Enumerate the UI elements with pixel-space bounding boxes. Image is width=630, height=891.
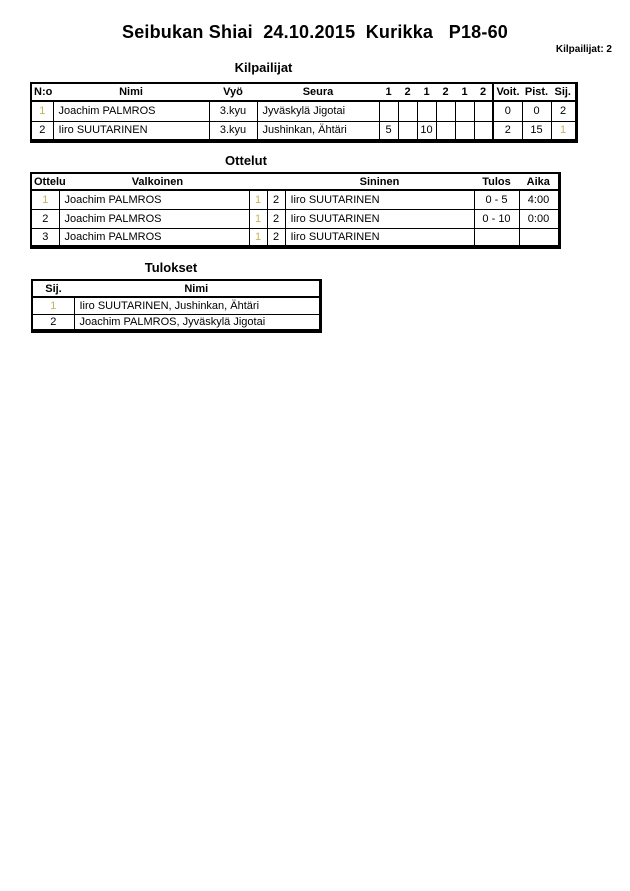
cell-result bbox=[473, 227, 520, 248]
cell-name: Joachim PALMROS bbox=[52, 100, 210, 122]
cell-white-name: Joachim PALMROS bbox=[58, 208, 250, 229]
cell-name: Iiro SUUTARINEN, Jushinkan, Ähtäri bbox=[73, 296, 321, 315]
match-row: 1 Joachim PALMROS 1 2 Iiro SUUTARINEN 0 … bbox=[30, 189, 560, 210]
col-header-round: 1 bbox=[417, 83, 436, 102]
cell-name: Iiro SUUTARINEN bbox=[52, 120, 210, 142]
cell-match-no: 1 bbox=[30, 189, 60, 210]
cell-score bbox=[416, 100, 437, 122]
cell-score: 10 bbox=[416, 120, 437, 142]
cell-belt: 3.kyu bbox=[208, 120, 258, 142]
col-header-time: Aika bbox=[519, 173, 559, 191]
cell-blue-no: 2 bbox=[266, 227, 286, 248]
col-header-round: 2 bbox=[398, 83, 417, 102]
col-header-round: 2 bbox=[436, 83, 455, 102]
col-header-white: Valkoinen bbox=[131, 175, 184, 188]
cell-blue-no: 2 bbox=[266, 208, 286, 229]
competitors-section-title: Kilpailijat bbox=[234, 60, 293, 75]
col-header-name: Nimi bbox=[74, 280, 320, 298]
cell-match-no: 2 bbox=[30, 208, 60, 229]
cell-blue-name: Iiro SUUTARINEN bbox=[284, 189, 475, 210]
competitor-row: 1 Joachim PALMROS 3.kyu Jyväskylä Jigota… bbox=[30, 100, 577, 122]
results-table: Sij. Nimi 1 Iiro SUUTARINEN, Jushinkan, … bbox=[31, 279, 322, 333]
cell-score bbox=[397, 120, 418, 142]
cell-wins: 0 bbox=[492, 100, 523, 122]
cell-time: 0:00 bbox=[518, 208, 560, 229]
match-row: 2 Joachim PALMROS 1 2 Iiro SUUTARINEN 0 … bbox=[30, 208, 560, 229]
col-header-round: 1 bbox=[455, 83, 474, 102]
cell-score bbox=[397, 100, 418, 122]
col-header-club: Seura bbox=[257, 83, 379, 102]
col-header-wins: Voit. bbox=[492, 83, 522, 102]
cell-place: 2 bbox=[550, 100, 577, 122]
col-header-name: Nimi bbox=[53, 83, 209, 102]
cell-result: 0 - 10 bbox=[473, 208, 520, 229]
cell-score: 5 bbox=[378, 120, 399, 142]
cell-blue-no: 2 bbox=[266, 189, 286, 210]
cell-no: 2 bbox=[30, 120, 54, 142]
competitors-table: N:o Nimi Vyö Seura 1 2 1 2 1 2 Voit. Pis… bbox=[30, 82, 578, 143]
results-header-row: Sij. Nimi bbox=[32, 280, 320, 298]
competitors-header-row: N:o Nimi Vyö Seura 1 2 1 2 1 2 Voit. Pis… bbox=[31, 83, 576, 102]
cell-blue-name: Iiro SUUTARINEN bbox=[284, 227, 475, 248]
cell-score bbox=[454, 120, 475, 142]
cell-points: 0 bbox=[521, 100, 552, 122]
col-header-match-and-white: Ottelu Valkoinen bbox=[31, 173, 249, 191]
cell-white-name: Joachim PALMROS bbox=[58, 189, 250, 210]
cell-white-no: 1 bbox=[248, 227, 268, 248]
cell-time bbox=[518, 227, 560, 248]
cell-name: Joachim PALMROS, Jyväskylä Jigotai bbox=[73, 313, 321, 332]
cell-score bbox=[378, 100, 399, 122]
cell-white-no: 1 bbox=[248, 208, 268, 229]
cell-score bbox=[435, 120, 456, 142]
cell-wins: 2 bbox=[492, 120, 523, 142]
cell-club: Jyväskylä Jigotai bbox=[256, 100, 380, 122]
result-row: 2 Joachim PALMROS, Jyväskylä Jigotai bbox=[31, 313, 321, 332]
page-title: Seibukan Shiai 24.10.2015 Kurikka P18-60 bbox=[121, 22, 508, 42]
col-header-numbers-spacer bbox=[249, 173, 285, 191]
cell-score bbox=[473, 120, 494, 142]
competitor-row: 2 Iiro SUUTARINEN 3.kyu Jushinkan, Ähtär… bbox=[30, 120, 577, 142]
results-section-title: Tulokset bbox=[144, 260, 198, 275]
cell-white-name: Joachim PALMROS bbox=[58, 227, 250, 248]
col-header-round: 1 bbox=[379, 83, 398, 102]
cell-place: 2 bbox=[31, 313, 75, 332]
col-header-place: Sij. bbox=[32, 280, 74, 298]
competitors-count-label: Kilpailijat: 2 bbox=[555, 44, 612, 55]
col-header-belt: Vyö bbox=[209, 83, 257, 102]
cell-place: 1 bbox=[31, 296, 75, 315]
col-header-match: Ottelu bbox=[34, 175, 66, 188]
cell-belt: 3.kyu bbox=[208, 100, 258, 122]
match-row: 3 Joachim PALMROS 1 2 Iiro SUUTARINEN bbox=[30, 227, 560, 248]
col-header-round: 2 bbox=[474, 83, 493, 102]
cell-points: 15 bbox=[521, 120, 552, 142]
matches-section-title: Ottelut bbox=[225, 153, 267, 168]
cell-club: Jushinkan, Ähtäri bbox=[256, 120, 380, 142]
cell-score bbox=[473, 100, 494, 122]
col-header-points: Pist. bbox=[522, 83, 551, 102]
cell-blue-name: Iiro SUUTARINEN bbox=[284, 208, 475, 229]
matches-header-row: Ottelu Valkoinen Sininen Tulos Aika bbox=[31, 173, 559, 191]
cell-match-no: 3 bbox=[30, 227, 60, 248]
result-row: 1 Iiro SUUTARINEN, Jushinkan, Ähtäri bbox=[31, 296, 321, 315]
cell-score bbox=[435, 100, 456, 122]
cell-no: 1 bbox=[30, 100, 54, 122]
cell-score bbox=[454, 100, 475, 122]
col-header-result: Tulos bbox=[474, 173, 519, 191]
col-header-no: N:o bbox=[31, 83, 53, 102]
matches-table: Ottelu Valkoinen Sininen Tulos Aika 1 Jo… bbox=[30, 172, 561, 249]
col-header-place: Sij. bbox=[551, 83, 576, 102]
cell-white-no: 1 bbox=[248, 189, 268, 210]
cell-time: 4:00 bbox=[518, 189, 560, 210]
cell-result: 0 - 5 bbox=[473, 189, 520, 210]
col-header-blue: Sininen bbox=[285, 173, 474, 191]
cell-place: 1 bbox=[550, 120, 577, 142]
